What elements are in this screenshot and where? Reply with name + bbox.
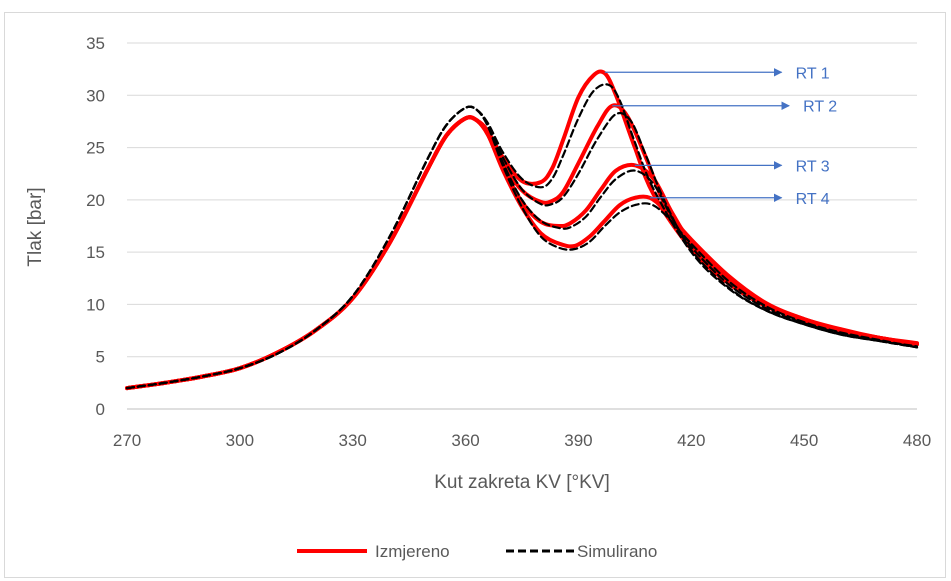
series-line-simulated-rt4: [125, 105, 919, 390]
x-tick-label: 330: [339, 431, 367, 450]
x-tick-label: 450: [790, 431, 818, 450]
y-tick-label: 35: [86, 34, 105, 53]
y-axis-title: Tlak [bar]: [25, 187, 46, 266]
legend-label-simulated: Simulirano: [577, 542, 657, 561]
x-tick-label: 390: [564, 431, 592, 450]
annotation-label: RT 4: [796, 191, 830, 208]
x-tick-label: 300: [226, 431, 254, 450]
x-tick-label: 420: [677, 431, 705, 450]
y-tick-label: 15: [86, 243, 105, 262]
series-line-measured-rt1: [125, 69, 919, 391]
y-tick-label: 20: [86, 191, 105, 210]
x-tick-label: 360: [451, 431, 479, 450]
annotation-label: RT 3: [796, 158, 830, 175]
y-tick-label: 25: [86, 139, 105, 158]
y-tick-label: 5: [96, 348, 105, 367]
annotation-label: RT 1: [796, 65, 830, 82]
x-tick-label: 480: [903, 431, 931, 450]
series-line-simulated-rt1: [125, 83, 919, 390]
series-line-simulated-rt3: [125, 105, 919, 390]
y-tick-label: 0: [96, 400, 105, 419]
y-tick-label: 30: [86, 86, 105, 105]
y-tick-label: 10: [86, 295, 105, 314]
series-line-simulated-rt2: [125, 105, 919, 390]
grid: [127, 42, 917, 410]
annotation-label: RT 2: [803, 99, 837, 116]
series-layer: [125, 69, 919, 391]
x-tick-label: 270: [113, 431, 141, 450]
x-axis-title: Kut zakreta KV [°KV]: [434, 472, 610, 493]
legend-label-measured: Izmjereno: [375, 542, 450, 561]
tick-labels: 0 5 10 15 20 25 30 35 270 300 330 360 390 420 450 480: [86, 34, 931, 450]
annotation-layer: RT 1 RT 2 RT 3 RT 4: [604, 65, 837, 208]
legend: Izmjereno Simulirano: [297, 542, 657, 561]
